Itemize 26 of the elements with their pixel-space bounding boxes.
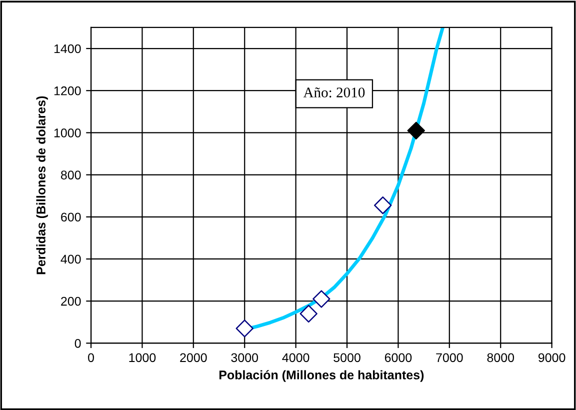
y-tick-label: 0 — [74, 338, 81, 348]
point — [407, 122, 425, 140]
point — [312, 290, 330, 308]
y-tick-label: 200 — [61, 296, 81, 306]
y-axis-title: Perdidas (Billones de dolares) — [36, 96, 48, 274]
point — [236, 320, 254, 338]
y-tick-label: 1000 — [54, 128, 81, 138]
x-tick-label: 4000 — [282, 353, 310, 362]
x-tick-label: 5000 — [334, 353, 360, 362]
point — [374, 196, 392, 214]
x-axis-title: Población (Millones de habitantes) — [219, 370, 424, 382]
y-tick-label: 600 — [61, 212, 81, 222]
x-tick-label: 0 — [88, 353, 94, 362]
x-tick-label: 6000 — [384, 353, 412, 362]
annotation: Año: 2010 — [303, 87, 365, 98]
y-tick-label: 1400 — [54, 44, 81, 54]
y-tick-label: 400 — [60, 254, 81, 264]
x-tick-label: 9000 — [538, 353, 566, 362]
point — [300, 304, 318, 323]
x-tick-label: 3000 — [231, 353, 258, 362]
y-tick-label: 1200 — [54, 86, 81, 96]
x-tick-label: 8000 — [487, 353, 514, 362]
x-tick-label: 2000 — [180, 353, 207, 362]
x-tick-label: 7000 — [436, 353, 463, 362]
x-tick-label: 1000 — [129, 353, 156, 362]
y-tick-label: 800 — [60, 170, 81, 180]
